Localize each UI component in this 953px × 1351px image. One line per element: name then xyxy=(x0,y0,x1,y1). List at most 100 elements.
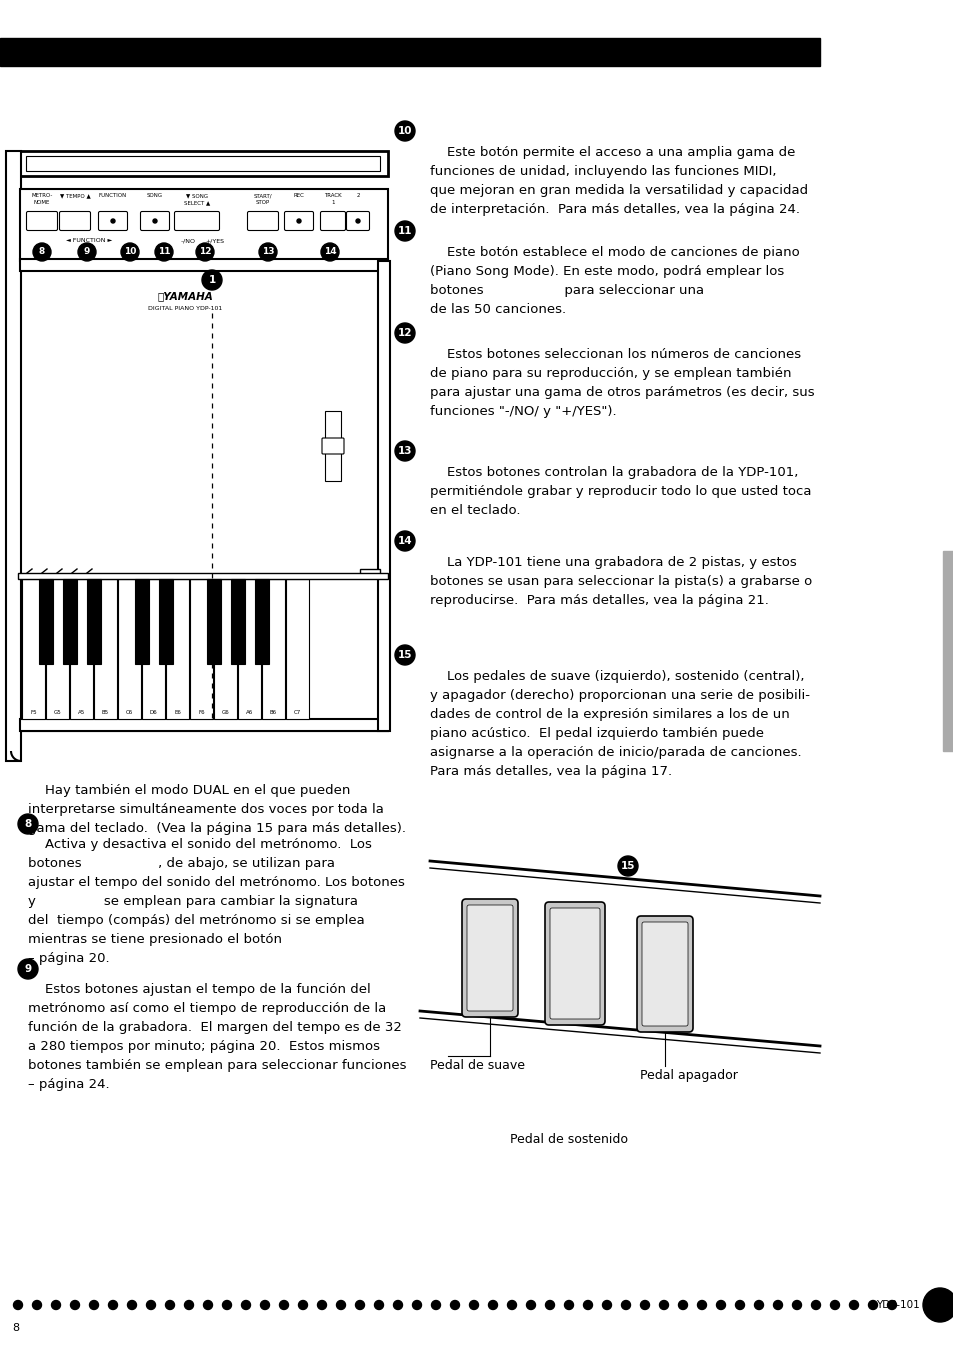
Circle shape xyxy=(469,1301,478,1309)
Bar xyxy=(6,151,21,761)
Bar xyxy=(0,38,820,66)
Circle shape xyxy=(51,1301,60,1309)
FancyBboxPatch shape xyxy=(461,898,517,1017)
Text: A6: A6 xyxy=(246,711,253,715)
Circle shape xyxy=(279,1301,288,1309)
Text: YDP-101: YDP-101 xyxy=(875,1300,919,1310)
Text: Este botón establece el modo de canciones de piano
(Piano Song Mode). En este mo: Este botón establece el modo de cancione… xyxy=(430,246,799,316)
Circle shape xyxy=(121,243,139,261)
Text: START/: START/ xyxy=(253,193,272,199)
Circle shape xyxy=(395,531,415,551)
Text: FUNCTION: FUNCTION xyxy=(99,193,127,199)
FancyBboxPatch shape xyxy=(467,905,513,1011)
Circle shape xyxy=(375,1301,383,1309)
Circle shape xyxy=(526,1301,535,1309)
Circle shape xyxy=(431,1301,440,1309)
Bar xyxy=(166,580,189,719)
Text: 12: 12 xyxy=(198,247,211,257)
Circle shape xyxy=(395,440,415,461)
Text: 1: 1 xyxy=(331,200,335,205)
Circle shape xyxy=(639,1301,649,1309)
Circle shape xyxy=(90,1301,98,1309)
Text: 9: 9 xyxy=(25,965,31,974)
Bar xyxy=(20,261,388,731)
FancyBboxPatch shape xyxy=(27,212,57,231)
Text: DIGITAL PIANO YDP-101: DIGITAL PIANO YDP-101 xyxy=(148,307,222,312)
Text: 15: 15 xyxy=(397,650,412,661)
Text: ▼ TEMPO ▲: ▼ TEMPO ▲ xyxy=(59,193,91,199)
Circle shape xyxy=(258,243,276,261)
Circle shape xyxy=(716,1301,724,1309)
Circle shape xyxy=(583,1301,592,1309)
Text: 11: 11 xyxy=(157,247,170,257)
Text: ▼ SONG: ▼ SONG xyxy=(186,193,208,199)
Text: Estos botones controlan la grabadora de la YDP-101,
permitiéndole grabar y repro: Estos botones controlan la grabadora de … xyxy=(430,466,811,517)
Circle shape xyxy=(195,243,213,261)
Bar xyxy=(142,580,165,719)
Text: G5: G5 xyxy=(53,711,61,715)
Text: SONG: SONG xyxy=(147,193,163,199)
FancyBboxPatch shape xyxy=(284,212,314,231)
Text: 12: 12 xyxy=(397,328,412,338)
Circle shape xyxy=(13,1301,23,1309)
Text: F5: F5 xyxy=(30,711,37,715)
Circle shape xyxy=(395,222,415,240)
Text: METRO-: METRO- xyxy=(31,193,52,199)
Circle shape xyxy=(811,1301,820,1309)
Circle shape xyxy=(222,1301,232,1309)
FancyBboxPatch shape xyxy=(174,212,219,231)
Bar xyxy=(118,580,141,719)
Circle shape xyxy=(507,1301,516,1309)
Circle shape xyxy=(697,1301,706,1309)
Text: 2: 2 xyxy=(355,193,359,199)
Bar xyxy=(254,580,269,663)
Text: 14: 14 xyxy=(323,247,336,257)
Circle shape xyxy=(18,815,38,834)
Circle shape xyxy=(886,1301,896,1309)
Bar xyxy=(207,580,221,663)
FancyBboxPatch shape xyxy=(247,212,278,231)
Bar xyxy=(26,155,379,172)
Text: 13: 13 xyxy=(261,247,274,257)
FancyBboxPatch shape xyxy=(637,916,692,1032)
Circle shape xyxy=(848,1301,858,1309)
Circle shape xyxy=(202,270,222,290)
FancyBboxPatch shape xyxy=(140,212,170,231)
FancyBboxPatch shape xyxy=(320,212,345,231)
Text: Pedal de suave: Pedal de suave xyxy=(430,1059,524,1071)
Bar xyxy=(87,580,101,663)
Circle shape xyxy=(33,243,51,261)
Text: 9: 9 xyxy=(84,247,91,257)
Text: 10: 10 xyxy=(124,247,136,257)
Circle shape xyxy=(395,644,415,665)
Circle shape xyxy=(602,1301,611,1309)
Text: Los pedales de suave (izquierdo), sostenido (central),
y apagador (derecho) prop: Los pedales de suave (izquierdo), sosten… xyxy=(430,670,809,778)
Bar xyxy=(377,261,390,731)
Text: 10: 10 xyxy=(397,126,412,136)
Circle shape xyxy=(393,1301,402,1309)
Text: 8: 8 xyxy=(12,1323,19,1333)
Text: Este botón permite el acceso a una amplia gama de
funciones de unidad, incluyend: Este botón permite el acceso a una ampli… xyxy=(430,146,807,216)
Circle shape xyxy=(867,1301,877,1309)
Circle shape xyxy=(830,1301,839,1309)
Text: TRACK: TRACK xyxy=(324,193,341,199)
Circle shape xyxy=(395,323,415,343)
Circle shape xyxy=(395,122,415,141)
Text: Pedal apagador: Pedal apagador xyxy=(639,1069,737,1082)
Circle shape xyxy=(260,1301,269,1309)
Text: REC: REC xyxy=(294,193,304,199)
Circle shape xyxy=(109,1301,117,1309)
Bar xyxy=(20,189,388,261)
Bar xyxy=(18,573,388,580)
Circle shape xyxy=(678,1301,687,1309)
Bar xyxy=(94,580,117,719)
FancyBboxPatch shape xyxy=(322,438,344,454)
Circle shape xyxy=(618,857,638,875)
Circle shape xyxy=(71,1301,79,1309)
Bar xyxy=(286,580,309,719)
Text: D6: D6 xyxy=(150,711,157,715)
Bar xyxy=(325,411,340,481)
Circle shape xyxy=(754,1301,762,1309)
Circle shape xyxy=(336,1301,345,1309)
Circle shape xyxy=(32,1301,42,1309)
